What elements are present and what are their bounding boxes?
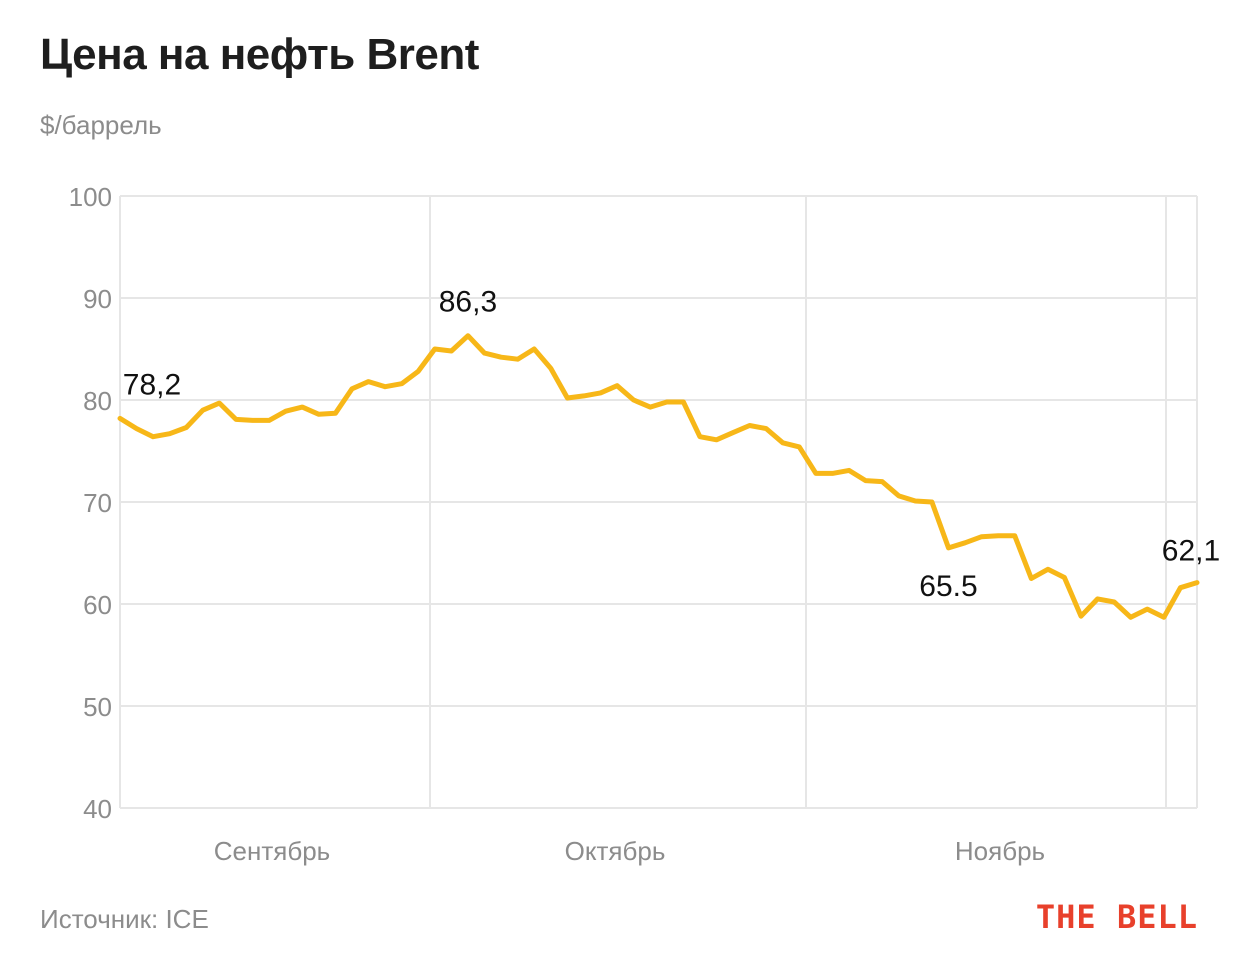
source-note: Источник: ICE <box>40 904 209 934</box>
y-tick-label: 90 <box>83 284 112 314</box>
chart-title: Цена на нефть Brent <box>40 30 479 79</box>
brent-price-line <box>117 333 1200 620</box>
data-label: 78,2 <box>123 368 181 401</box>
y-tick-label: 80 <box>83 386 112 416</box>
data-label: 86,3 <box>439 286 497 319</box>
x-month-label: Сентябрь <box>214 836 330 866</box>
y-tick-label: 40 <box>83 794 112 824</box>
brand-logo: THE BELL <box>1035 898 1198 936</box>
data-label: 65.5 <box>919 570 977 603</box>
y-tick-label: 60 <box>83 590 112 620</box>
x-month-label: Ноябрь <box>955 836 1045 866</box>
data-label: 62,1 <box>1162 535 1220 568</box>
y-tick-label: 100 <box>69 182 112 212</box>
chart-subtitle: $/баррель <box>40 110 162 140</box>
y-tick-label: 70 <box>83 488 112 518</box>
x-month-label: Октябрь <box>565 836 666 866</box>
y-tick-label: 50 <box>83 692 112 722</box>
